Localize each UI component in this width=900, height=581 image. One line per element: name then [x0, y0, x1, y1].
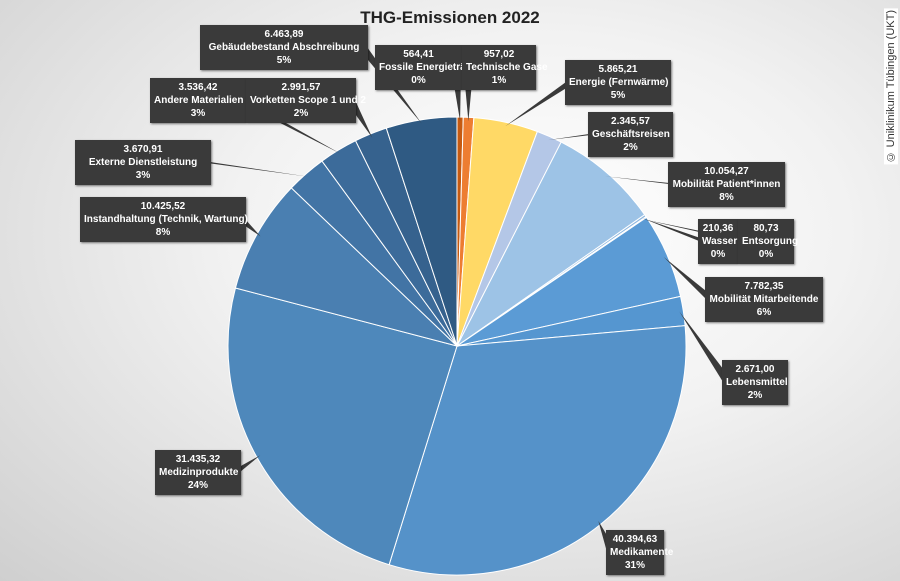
data-label: 10.054,27 Mobilität Patient*innen 8%: [668, 162, 785, 207]
data-label-label: Mobilität Mitarbeitende: [709, 294, 819, 305]
data-label-label: Energie (Fernwärme): [569, 77, 669, 88]
data-label-display: 210,36: [702, 223, 734, 234]
data-label-pct: 8%: [155, 227, 171, 238]
data-label-pct: 0%: [710, 249, 726, 260]
data-label: 40.394,63 Medikamente 31%: [606, 530, 674, 575]
data-label: 3.536,42 Andere Materialien 3%: [150, 78, 246, 123]
data-label: 957,02 Technische Gase 1%: [462, 45, 548, 90]
data-label-pct: 31%: [624, 560, 645, 571]
data-label-pct: 8%: [719, 192, 734, 203]
data-label-pct: 2%: [293, 108, 309, 119]
data-label-label: Externe Dienstleistung: [88, 157, 198, 168]
copyright-notice: © Uniklinikum Tübingen (UKT): [884, 8, 898, 165]
data-label-pct: 0%: [758, 249, 774, 260]
data-label-label: Medikamente: [610, 547, 674, 558]
pie-slice: [388, 325, 687, 576]
data-label-label: Andere Materialien: [154, 95, 244, 106]
data-label-display: 2.991,57: [281, 82, 321, 93]
data-label-label: Instandhaltung (Technik, Wartung): [84, 214, 248, 225]
data-label-display: 564,41: [403, 49, 434, 60]
pie-slice: [385, 116, 458, 347]
data-label-display: 5.865,21: [598, 64, 638, 75]
callout-line: [200, 162, 309, 177]
callout-line: [663, 256, 716, 299]
data-label-display: 2.345,57: [611, 116, 650, 127]
data-label-display: 10.425,52: [140, 201, 186, 212]
data-label-display: 40.394,63: [612, 534, 658, 545]
data-label-display: 957,02: [483, 49, 515, 60]
pie-slice: [234, 187, 459, 347]
data-label: 80,73 Entsorgung 0%: [738, 219, 799, 264]
data-label-display: 80,73: [753, 223, 779, 234]
data-label-pct: 2%: [623, 142, 638, 153]
data-label-display: 3.536,42: [178, 82, 218, 93]
data-label-label: Lebensmittel: [726, 377, 788, 388]
data-label-label: Technische Gase: [466, 62, 548, 73]
data-label: 2.345,57 Geschäftsreisen 2%: [588, 112, 673, 157]
callout-line: [357, 47, 422, 124]
data-label: 6.463,89 Gebäudebestand Abschreibung 5%: [200, 25, 368, 70]
data-label: 7.782,35 Mobilität Mitarbeitende 6%: [705, 277, 823, 322]
data-label-label: Wasser: [702, 236, 738, 247]
callout-line: [505, 82, 576, 127]
data-label-display: 2.671,00: [735, 364, 775, 375]
data-label-display: 3.670,91: [123, 144, 163, 155]
data-label: 3.670,91 Externe Dienstleistung 3%: [75, 140, 211, 185]
data-label: 210,36 Wasser 0%: [698, 219, 738, 264]
chart-title: THG-Emissionen 2022: [360, 8, 540, 27]
callout-line: [642, 217, 709, 241]
data-label-pct: 3%: [190, 108, 206, 119]
data-label-label: Geschäftsreisen: [592, 129, 670, 140]
pie-slice: [456, 141, 646, 347]
data-label-pct: 5%: [276, 55, 292, 66]
data-label-pct: 6%: [756, 307, 772, 318]
data-label-label: Fossile Energieträger: [379, 62, 482, 73]
data-label: 31.435,32 Medizinprodukte 24%: [155, 450, 241, 495]
data-label: 5.865,21 Energie (Fernwärme) 5%: [565, 60, 671, 105]
callout-line: [547, 134, 599, 141]
data-label-pct: 24%: [187, 480, 208, 491]
data-label-label: Mobilität Patient*innen: [672, 179, 781, 190]
data-label-pct: 0%: [411, 75, 426, 86]
data-label-pct: 2%: [747, 390, 763, 401]
callout-line: [679, 311, 733, 382]
data-label-pct: 1%: [491, 75, 507, 86]
data-label-label: Vorketten Scope 1 und 2: [250, 95, 366, 106]
data-label-display: 6.463,89: [264, 29, 304, 40]
data-label: 2.671,00 Lebensmittel 2%: [722, 360, 788, 405]
data-label-pct: 3%: [135, 170, 151, 181]
data-label-label: Entsorgung: [742, 236, 799, 247]
data-label-pct: 5%: [610, 90, 626, 101]
data-label: 2.991,57 Vorketten Scope 1 und 2 2%: [246, 78, 366, 123]
data-label-display: 31.435,32: [175, 454, 221, 465]
callout-line: [604, 176, 679, 184]
data-label-label: Medizinprodukte: [159, 467, 239, 478]
data-label: 564,41 Fossile Energieträger 0%: [375, 45, 482, 90]
data-label-display: 7.782,35: [744, 281, 784, 292]
data-label: 10.425,52 Instandhaltung (Technik, Wartun…: [80, 197, 248, 242]
data-label-display: 10.054,27: [704, 166, 749, 177]
callout-line: [642, 219, 749, 241]
data-label-label: Gebäudebestand Abschreibung: [208, 42, 360, 53]
